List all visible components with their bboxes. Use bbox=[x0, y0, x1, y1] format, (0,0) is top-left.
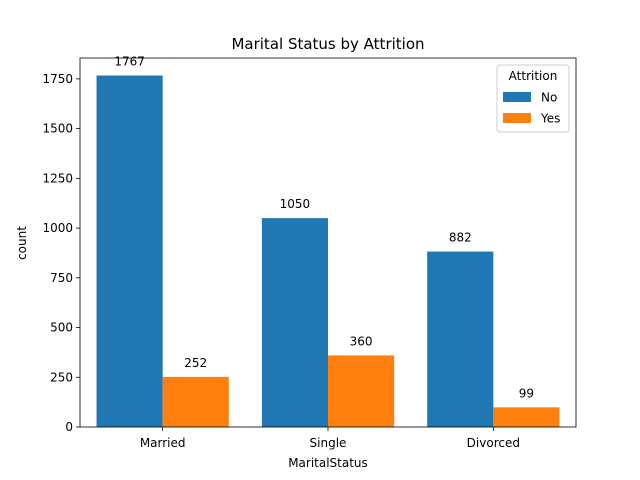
bar-no-married bbox=[96, 75, 163, 427]
y-tick-label: 500 bbox=[50, 321, 73, 335]
data-label: 1050 bbox=[280, 197, 311, 211]
data-label: 252 bbox=[184, 356, 207, 370]
bar-no-divorced bbox=[427, 251, 494, 427]
y-tick-label: 1500 bbox=[42, 122, 73, 136]
data-label: 882 bbox=[449, 231, 472, 245]
y-tick-label: 1750 bbox=[42, 72, 73, 86]
x-axis-label: MaritalStatus bbox=[288, 456, 368, 470]
bar-no-single bbox=[261, 218, 328, 427]
legend-swatch-no bbox=[503, 92, 531, 102]
bar-yes-single bbox=[328, 355, 395, 427]
legend-label-no: No bbox=[541, 91, 557, 105]
x-tick-label: Married bbox=[140, 436, 186, 450]
y-axis-label: count bbox=[15, 226, 29, 260]
data-label: 360 bbox=[350, 334, 373, 348]
y-tick-label: 1000 bbox=[42, 221, 73, 235]
bar-yes-married bbox=[162, 376, 229, 427]
y-tick-label: 750 bbox=[50, 271, 73, 285]
y-tick-label: 250 bbox=[50, 370, 73, 384]
y-tick-label: 1250 bbox=[42, 171, 73, 185]
legend-label-yes: Yes bbox=[540, 112, 560, 126]
y-tick-label: 0 bbox=[65, 420, 73, 434]
x-tick-label: Divorced bbox=[467, 436, 520, 450]
data-label: 1767 bbox=[114, 55, 145, 69]
data-label: 99 bbox=[519, 386, 534, 400]
legend-swatch-yes bbox=[503, 113, 531, 123]
chart-title: Marital Status by Attrition bbox=[231, 35, 424, 53]
plot-area: 1767 1050 882 252 360 99 0 250 500 750 1000 1250 150… bbox=[42, 55, 577, 450]
legend: Attrition No Yes bbox=[496, 64, 570, 133]
legend-title: Attrition bbox=[509, 69, 558, 83]
bar-yes-divorced bbox=[493, 407, 560, 427]
x-tick-label: Single bbox=[310, 436, 347, 450]
